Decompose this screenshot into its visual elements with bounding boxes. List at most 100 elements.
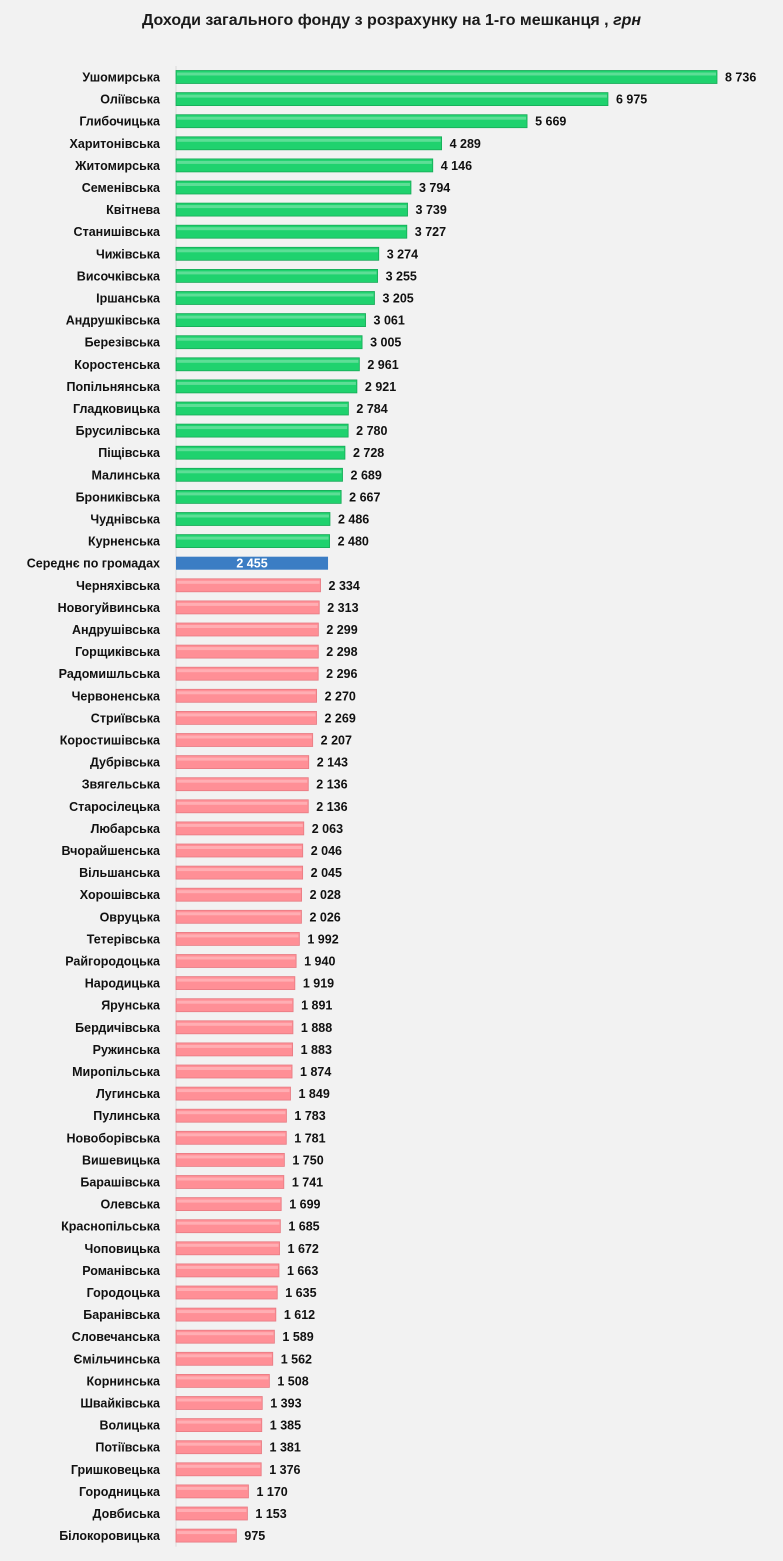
bar-харитонівська [175, 136, 443, 151]
bar-highlight [177, 1310, 275, 1314]
bar-новоборівська [175, 1130, 287, 1145]
bar-малинська [175, 467, 343, 482]
bar-ушомирська [175, 70, 718, 84]
bar-станишівська [175, 224, 408, 239]
category-label: Брусилівська [76, 424, 161, 438]
value-label: 2 689 [351, 468, 382, 482]
bar-highlight [177, 625, 318, 628]
bar-радомишльська [175, 666, 319, 681]
bar-highlight [177, 183, 410, 186]
category-label: Ярунська [101, 999, 161, 1013]
category-label: Новогуйвинська [58, 601, 161, 615]
bar-овруцька [175, 909, 302, 924]
bar-highlight [177, 647, 318, 651]
value-label: 1 635 [285, 1286, 316, 1300]
value-label: 2 921 [365, 380, 396, 394]
bar-highlight [177, 1332, 274, 1336]
bar-highlight [177, 1265, 278, 1269]
value-label: 1 393 [270, 1397, 301, 1411]
value-label: 2 313 [327, 601, 358, 615]
category-label: Черняхівська [76, 579, 161, 593]
value-label: 3 274 [387, 247, 418, 261]
bar-highlight [177, 404, 348, 407]
bar-волицька [175, 1418, 263, 1432]
bar-вільшанська [175, 865, 304, 880]
bar-довбиська [175, 1506, 248, 1521]
average-category-label: Середнє по громадах [27, 557, 160, 571]
category-label: Малинська [91, 468, 161, 482]
bar-highlight [177, 1464, 261, 1468]
value-label: 1 663 [287, 1264, 318, 1278]
value-label: 2 269 [325, 711, 356, 725]
bar-білокоровицька [175, 1528, 237, 1543]
bar-highlight [177, 691, 316, 695]
category-label: Семенівська [82, 181, 161, 195]
bar-highlight [177, 846, 302, 849]
bar-чоповицька [175, 1241, 280, 1256]
bar-андрушківська [175, 313, 366, 328]
bar-highlight [177, 1420, 261, 1424]
value-label: 1 849 [299, 1087, 330, 1101]
category-label: Іршанська [96, 292, 161, 306]
category-label: Краснопільська [61, 1220, 161, 1234]
category-label: Горщиківська [75, 645, 161, 659]
category-label: Ушомирська [82, 71, 161, 85]
category-label: Харитонівська [70, 137, 161, 151]
bar-highlight [177, 978, 294, 982]
value-label: 4 289 [450, 137, 481, 151]
value-label: 1 783 [294, 1109, 325, 1123]
value-label: 2 026 [309, 910, 340, 924]
bar-оліївська [175, 92, 609, 106]
bar-highlight [177, 1111, 286, 1115]
category-label: Ємільчинська [74, 1352, 162, 1366]
category-label: Хорошівська [80, 888, 161, 902]
bar-попільнянська [175, 379, 358, 394]
category-label: Вчорайшенська [62, 844, 162, 858]
bar-краснопільська [175, 1219, 281, 1234]
category-label: Чуднівська [90, 513, 161, 527]
bar-highlight [177, 669, 318, 673]
bar-highlight [177, 823, 303, 827]
bar-highlight [177, 1000, 293, 1004]
bar-городницька [175, 1484, 249, 1499]
bar-височківська [175, 268, 378, 283]
value-label: 3 794 [419, 181, 450, 195]
bar-квітнева [175, 202, 408, 217]
bar-курненська [175, 534, 330, 548]
chart-title: Доходи загального фонду з розрахунку на … [0, 12, 783, 30]
value-label: 1 741 [292, 1176, 323, 1190]
value-label: 4 146 [441, 159, 472, 173]
value-label: 2 299 [326, 623, 357, 637]
category-label: Словечанська [72, 1330, 161, 1344]
bar-highlight [177, 227, 406, 231]
value-label: 6 975 [616, 93, 647, 107]
value-label: 2 298 [326, 645, 357, 659]
value-label: 1 508 [277, 1374, 308, 1388]
bar-highlight [177, 1442, 261, 1446]
bar-highlight [177, 602, 319, 606]
bar-стриївська [175, 711, 317, 725]
value-label: 2 334 [329, 579, 360, 593]
bar-ружинська [175, 1042, 294, 1057]
bar-потіївська [175, 1440, 262, 1455]
bar-highlight [177, 94, 607, 98]
bar-highlight [177, 249, 378, 253]
bar-highlight [177, 1288, 277, 1291]
bar-чижівська [175, 246, 380, 261]
bar-highlight [177, 1221, 280, 1225]
bars-layer: Ушомирська 8 736 Оліївська 6 975 Глибочицька… [27, 70, 756, 1543]
category-label: Коростенська [74, 358, 161, 372]
bar-хорошівська [175, 887, 302, 902]
bar-райгородоцька [175, 954, 297, 968]
value-label: 2 728 [353, 446, 384, 460]
bar-highlight [177, 1398, 262, 1402]
value-label: 1 589 [282, 1330, 313, 1344]
category-label: Звягельська [82, 778, 161, 792]
bar-романівська [175, 1263, 280, 1278]
category-label: Брониківська [76, 490, 161, 504]
bar-брониківська [175, 489, 342, 504]
category-label: Пулинська [93, 1109, 161, 1123]
bar-любарська [175, 821, 305, 836]
bar-highlight [177, 868, 302, 872]
